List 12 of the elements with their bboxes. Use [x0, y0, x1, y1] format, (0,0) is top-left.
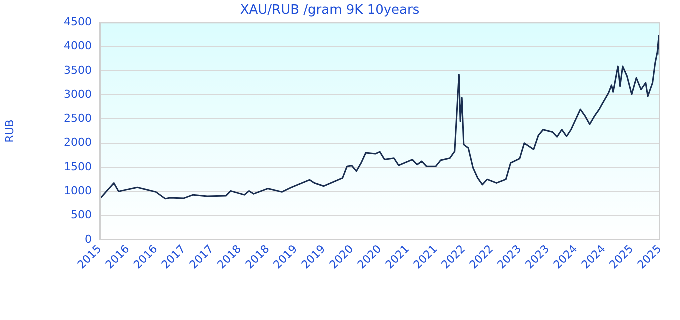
y-tick-label: 1500	[64, 160, 92, 174]
y-tick-label: 2000	[64, 136, 92, 150]
y-tick-label: 0	[85, 232, 92, 246]
y-tick-label: 1000	[64, 184, 92, 198]
chart-title: XAU/RUB /gram 9K 10years	[240, 3, 420, 18]
y-tick-label: 500	[71, 208, 92, 222]
y-tick-label: 3500	[64, 64, 92, 77]
y-tick-label: 4000	[64, 40, 92, 53]
y-axis-title: RUB	[3, 120, 16, 143]
y-tick-label: 4500	[64, 15, 92, 28]
y-tick-label: 2500	[64, 112, 92, 126]
y-tick-label: 3000	[64, 88, 92, 101]
